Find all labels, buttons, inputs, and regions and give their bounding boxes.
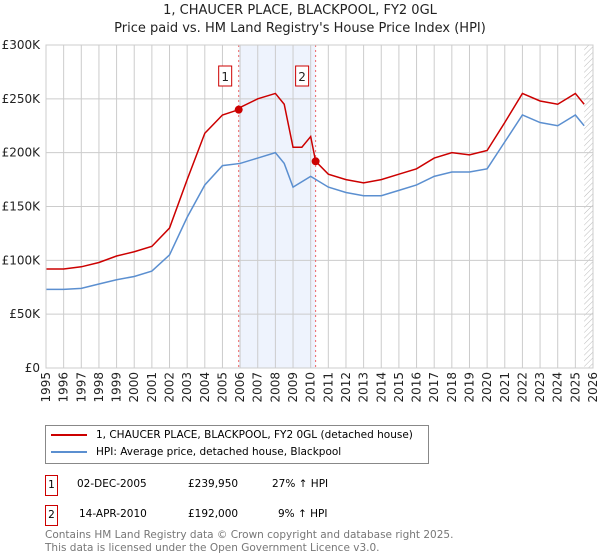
y-tick-label: £50K	[9, 307, 41, 321]
x-tick-label: 2019	[462, 372, 476, 403]
x-tick-label: 1996	[57, 372, 71, 403]
x-tick-label: 2010	[304, 372, 318, 403]
x-tick-label: 2001	[145, 372, 159, 403]
footer-licence: This data is licensed under the Open Gov…	[45, 542, 380, 554]
legend-label: HPI: Average price, detached house, Blac…	[96, 446, 342, 458]
y-tick-label: £100K	[2, 253, 42, 267]
x-tick-label: 2023	[533, 372, 547, 403]
footer: Contains HM Land Registry data © Crown c…	[45, 529, 453, 555]
plot-frame	[45, 44, 594, 369]
x-tick-label: 2009	[286, 372, 300, 403]
x-tick-label: 2013	[357, 372, 371, 403]
transaction-hpi: 27% ↑ HPI	[272, 478, 329, 490]
legend: 1, CHAUCER PLACE, BLACKPOOL, FY2 0GL (de…	[45, 425, 429, 464]
x-tick-label: 2007	[251, 372, 265, 403]
transaction-row: 2 14-APR-2010 £192,000 9% ↑ HPI	[45, 505, 445, 527]
y-tick-label: £300K	[2, 38, 42, 52]
sale-point	[311, 157, 320, 166]
y-tick-label: £0	[25, 361, 40, 375]
x-tick-label: 2004	[198, 372, 212, 403]
transaction-price: £192,000	[188, 508, 239, 520]
x-tick-label: 2000	[127, 372, 141, 403]
sale-label-box	[218, 65, 233, 87]
chart-title: 1, CHAUCER PLACE, BLACKPOOL, FY2 0GL	[163, 3, 437, 18]
x-tick-label: 1997	[74, 372, 88, 403]
hpi-line	[46, 114, 585, 291]
chart-subtitle: Price paid vs. HM Land Registry's House …	[114, 21, 486, 36]
sale-point	[234, 105, 243, 114]
x-tick-label: 2014	[374, 372, 388, 403]
x-tick-label: 1999	[110, 372, 124, 403]
marker-badge: 1	[45, 475, 58, 496]
sale-label: 1	[221, 70, 229, 84]
price-chart: 1995 1996 1997 1998 1999 2000 2001 2002 2003 2004…	[2, 38, 600, 403]
x-tick-label: 1995	[39, 372, 53, 403]
y-tick-label: £250K	[2, 92, 42, 106]
y-tick-label: £150K	[2, 200, 42, 214]
x-tick-label: 2016	[410, 372, 424, 403]
legend-item-hpi: HPI: Average price, detached house, Blac…	[51, 446, 341, 458]
legend-label: 1, CHAUCER PLACE, BLACKPOOL, FY2 0GL (de…	[96, 429, 413, 441]
red-line-swatch	[51, 434, 87, 436]
x-tick-label: 2025	[568, 372, 582, 403]
transaction-row: 1 02-DEC-2005 £239,950 27% ↑ HPI	[45, 475, 445, 497]
x-tick-label: 1998	[92, 372, 106, 403]
sale-label-box	[295, 65, 310, 87]
x-tick-label: 2022	[515, 372, 529, 403]
transaction-hpi: 9% ↑ HPI	[278, 508, 328, 520]
x-tick-label: 2024	[551, 372, 565, 403]
x-tick-label: 2018	[445, 372, 459, 403]
marker-badge: 2	[45, 505, 58, 526]
blue-line-swatch	[51, 451, 87, 453]
legend-item-property: 1, CHAUCER PLACE, BLACKPOOL, FY2 0GL (de…	[51, 429, 413, 441]
x-tick-label: 2012	[339, 372, 353, 403]
transaction-date: 02-DEC-2005	[77, 478, 147, 490]
x-tick-label: 2021	[498, 372, 512, 403]
property-price-line	[46, 92, 585, 270]
x-tick-label: 2020	[480, 372, 494, 403]
x-tick-label: 2003	[180, 372, 194, 403]
transaction-price: £239,950	[188, 478, 239, 490]
x-tick-label: 2017	[427, 372, 441, 403]
x-tick-label: 2026	[586, 372, 600, 403]
sale-label: 2	[298, 70, 306, 84]
x-tick-label: 2015	[392, 372, 406, 403]
x-tick-label: 2006	[233, 372, 247, 403]
x-tick-label: 2002	[163, 372, 177, 403]
x-tick-label: 2011	[321, 372, 335, 403]
footer-copyright: Contains HM Land Registry data © Crown c…	[45, 529, 454, 541]
x-tick-label: 2008	[268, 372, 282, 403]
y-tick-label: £200K	[2, 146, 42, 160]
transaction-date: 14-APR-2010	[79, 508, 147, 520]
x-tick-label: 2005	[215, 372, 229, 403]
